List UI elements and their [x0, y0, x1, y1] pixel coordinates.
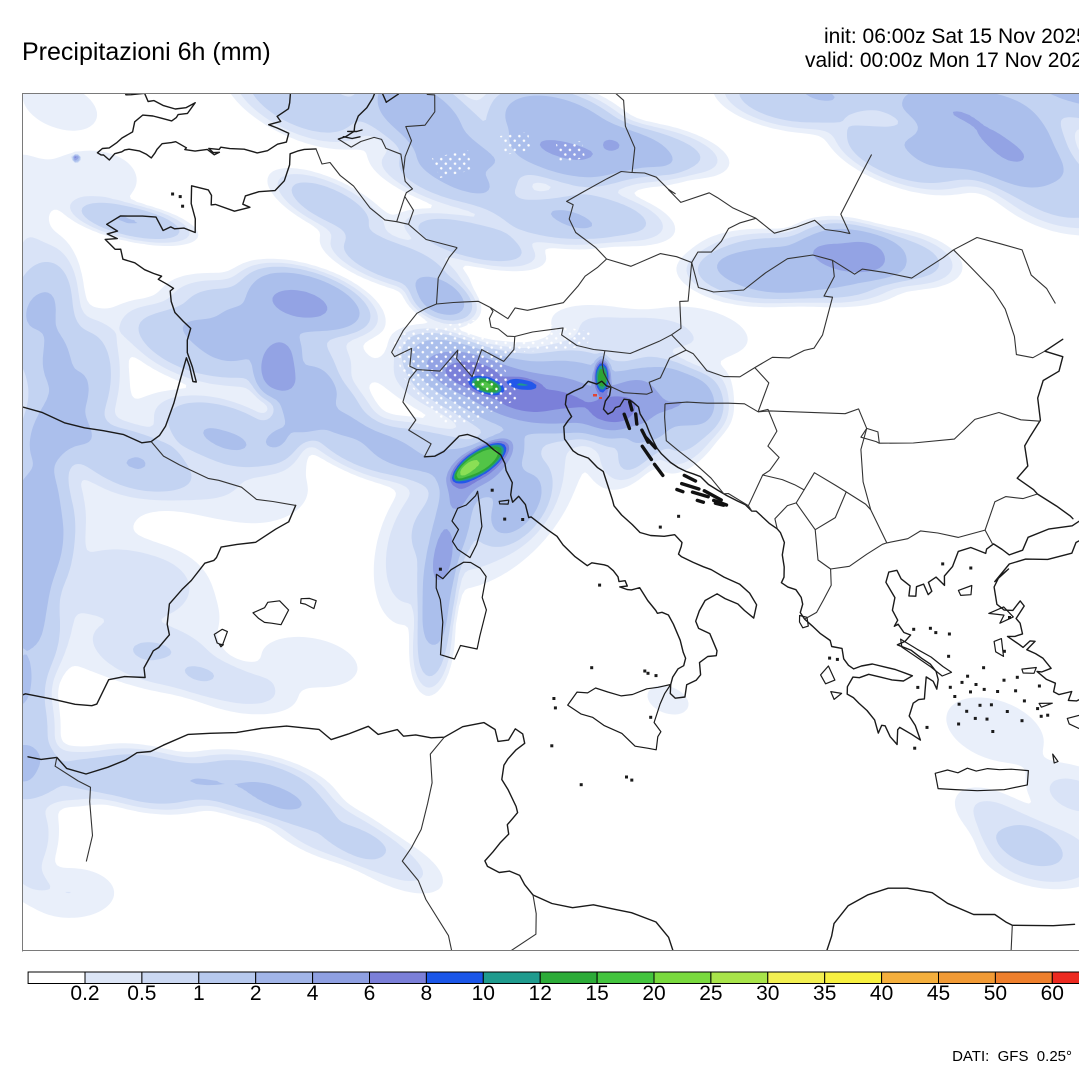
svg-text:50: 50 [984, 982, 1007, 1005]
svg-text:Precipitazioni 6h (mm): Precipitazioni 6h (mm) [22, 38, 271, 66]
svg-text:30: 30 [756, 982, 779, 1005]
svg-text:10: 10 [472, 982, 495, 1005]
svg-text:1: 1 [193, 982, 205, 1005]
svg-text:20: 20 [642, 982, 665, 1005]
svg-text:4: 4 [307, 982, 319, 1005]
svg-text:25: 25 [699, 982, 722, 1005]
svg-text:15: 15 [585, 982, 608, 1005]
svg-text:12: 12 [529, 982, 552, 1005]
svg-text:8: 8 [421, 982, 433, 1005]
svg-text:40: 40 [870, 982, 893, 1005]
svg-text:6: 6 [364, 982, 376, 1005]
svg-text:60: 60 [1041, 982, 1064, 1005]
svg-text:35: 35 [813, 982, 836, 1005]
svg-text:0.2: 0.2 [70, 982, 99, 1005]
svg-text:DATI: GFS 0.25°: DATI: GFS 0.25° [952, 1048, 1072, 1065]
svg-text:init: 06:00z Sat 15 Nov 2025: init: 06:00z Sat 15 Nov 2025 [824, 25, 1079, 48]
svg-text:valid: 00:00z Mon 17 Nov 2025: valid: 00:00z Mon 17 Nov 2025 [805, 49, 1079, 72]
svg-text:0.5: 0.5 [127, 982, 156, 1005]
svg-text:2: 2 [250, 982, 262, 1005]
svg-text:45: 45 [927, 982, 950, 1005]
